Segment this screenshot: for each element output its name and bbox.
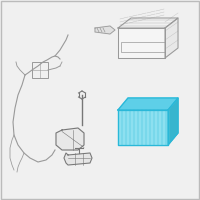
Polygon shape xyxy=(56,128,84,150)
Bar xyxy=(32,62,48,78)
Polygon shape xyxy=(165,18,178,58)
Polygon shape xyxy=(95,26,115,34)
Polygon shape xyxy=(64,153,92,165)
Polygon shape xyxy=(118,110,168,145)
Polygon shape xyxy=(168,98,178,145)
Polygon shape xyxy=(118,98,178,110)
Polygon shape xyxy=(118,18,178,28)
Polygon shape xyxy=(118,28,165,58)
Bar xyxy=(121,42,165,52)
